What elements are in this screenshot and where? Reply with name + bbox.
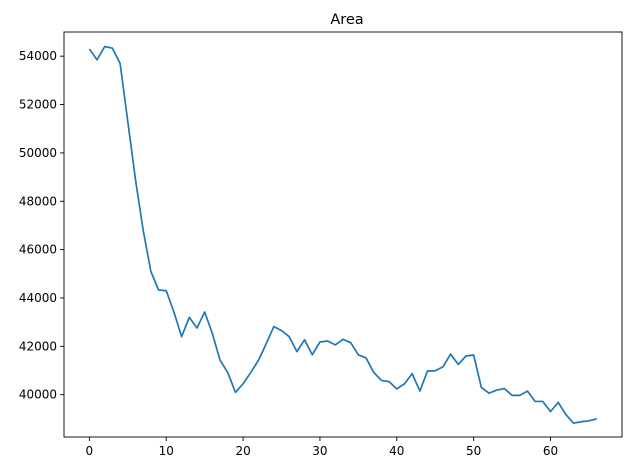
x-tick-label: 10 bbox=[159, 444, 174, 458]
x-tick-label: 30 bbox=[312, 444, 327, 458]
x-tick-label: 40 bbox=[389, 444, 404, 458]
axes: 0 10 20 30 40 50 60 40000 42000 44000 46000 48000 50… bbox=[19, 31, 623, 458]
y-tick-label: 46000 bbox=[19, 243, 57, 257]
x-tick-label: 20 bbox=[235, 444, 250, 458]
y-tick-label: 48000 bbox=[19, 194, 57, 208]
x-tick-label: 0 bbox=[86, 444, 94, 458]
y-tick-label: 42000 bbox=[19, 339, 57, 353]
series-line bbox=[88, 45, 597, 425]
y-tick-label: 54000 bbox=[19, 49, 57, 63]
x-tick-label: 50 bbox=[466, 444, 481, 458]
y-tick-label: 40000 bbox=[19, 388, 57, 402]
x-tick-label: 60 bbox=[543, 444, 558, 458]
chart-title: Area bbox=[330, 12, 363, 28]
y-tick-label: 52000 bbox=[19, 98, 57, 112]
y-tick-label: 50000 bbox=[19, 146, 57, 160]
y-tick-label: 44000 bbox=[19, 291, 57, 305]
plot-frame bbox=[63, 31, 623, 438]
